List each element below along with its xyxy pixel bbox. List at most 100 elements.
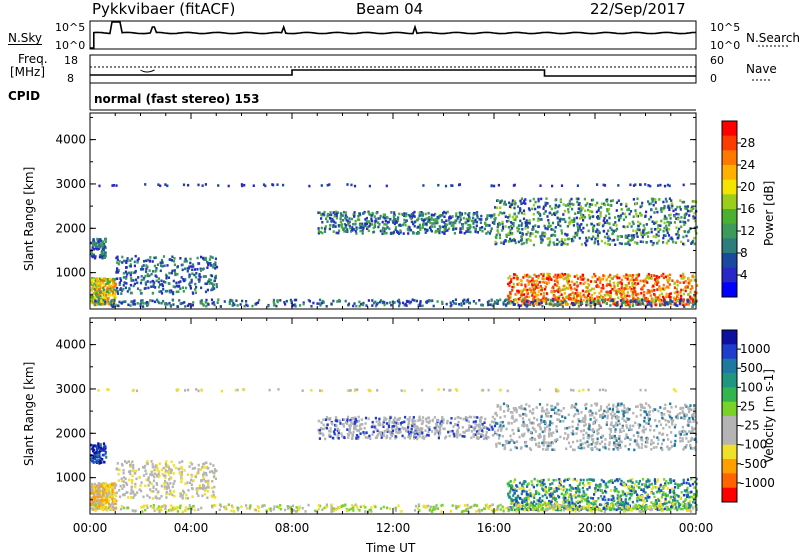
scatter-cell <box>394 301 396 304</box>
scatter-cell <box>202 257 204 260</box>
scatter-cell <box>508 226 510 229</box>
scatter-cell <box>468 427 470 430</box>
scatter-cell <box>156 497 158 500</box>
scatter-cell <box>362 304 364 307</box>
scatter-cell <box>386 435 388 438</box>
scatter-cell <box>656 233 658 236</box>
scatter-cell <box>580 214 582 217</box>
scatter-cell <box>601 440 603 443</box>
scatter-cell <box>99 288 101 291</box>
scatter-cell <box>105 451 107 454</box>
scatter-cell <box>532 301 534 304</box>
scatter-cell <box>152 466 154 469</box>
scatter-cell <box>510 240 512 243</box>
scatter-cell <box>203 304 205 307</box>
scatter-cell <box>273 304 275 307</box>
scatter-cell <box>619 423 621 426</box>
scatter-cell <box>120 485 122 488</box>
scatter-cell <box>674 286 676 289</box>
scatter-cell <box>157 490 159 493</box>
scatter-cell <box>593 288 595 291</box>
scatter-cell <box>558 241 560 244</box>
scatter-cell <box>213 472 215 475</box>
scatter-cell <box>245 300 247 303</box>
scatter-cell <box>521 228 523 231</box>
scatter-cell <box>251 305 253 308</box>
scatter-cell <box>441 416 443 419</box>
scatter-cell <box>447 431 449 434</box>
scatter-cell <box>326 220 328 223</box>
scatter-cell <box>116 468 118 471</box>
scatter-cell <box>181 471 183 474</box>
scatter-cell <box>682 201 684 204</box>
scatter-cell <box>181 467 183 470</box>
scatter-cell <box>473 434 475 437</box>
scatter-cell <box>597 237 599 240</box>
scatter-cell <box>606 291 608 294</box>
scatter-cell <box>127 304 129 307</box>
scatter-cell <box>433 305 435 308</box>
scatter-cell <box>209 471 211 474</box>
scatter-cell <box>383 223 385 226</box>
scatter-cell <box>336 217 338 220</box>
scatter-cell <box>111 490 113 493</box>
scatter-cell <box>507 216 509 219</box>
scatter-cell <box>610 200 612 203</box>
scatter-cell <box>393 231 395 234</box>
scatter-cell <box>463 302 465 305</box>
scatter-cell <box>547 298 549 301</box>
scatter-cell <box>600 215 602 218</box>
scatter-cell <box>669 403 671 406</box>
scatter-cell <box>682 426 684 429</box>
scatter-cell <box>561 232 563 235</box>
scatter-cell <box>446 303 448 306</box>
scatter-cell <box>469 224 471 227</box>
scatter-cell <box>360 428 362 431</box>
scatter-cell <box>355 437 357 440</box>
scatter-cell <box>676 280 678 283</box>
scatter-cell <box>486 431 488 434</box>
scatter-cell <box>511 203 513 206</box>
nsky-box <box>90 21 696 49</box>
scatter-cell <box>197 257 199 260</box>
scatter-cell <box>356 425 358 428</box>
scatter-cell <box>671 279 673 282</box>
scatter-cell <box>618 219 620 222</box>
scatter-cell <box>169 482 171 485</box>
scatter-cell <box>620 293 622 296</box>
scatter-cell <box>425 231 427 234</box>
scatter-cell <box>338 299 340 302</box>
scatter-cell <box>95 445 97 448</box>
scatter-cell <box>511 232 513 235</box>
scatter-cell <box>204 489 206 492</box>
scatter-cell <box>577 184 579 187</box>
scatter-cell <box>625 274 627 277</box>
scatter-cell <box>647 184 649 187</box>
scatter-cell <box>371 433 373 436</box>
scatter-cell <box>576 281 578 284</box>
scatter-cell <box>171 272 173 275</box>
scatter-cell <box>385 418 387 421</box>
scatter-cell <box>407 426 409 429</box>
scatter-cell <box>232 304 234 307</box>
scatter-cell <box>665 234 667 237</box>
scatter-cell <box>393 211 395 214</box>
scatter-cell <box>346 183 348 186</box>
scatter-cell <box>206 496 208 499</box>
scatter-cell <box>529 288 531 291</box>
scatter-cell <box>637 435 639 438</box>
scatter-cell <box>123 485 125 488</box>
scatter-cell <box>591 297 593 300</box>
scatter-cell <box>137 302 139 305</box>
scatter-cell <box>494 418 496 421</box>
scatter-cell <box>574 275 576 278</box>
scatter-cell <box>641 205 643 208</box>
scatter-cell <box>96 238 98 241</box>
scatter-cell <box>542 275 544 278</box>
scatter-cell <box>103 493 105 496</box>
scatter-cell <box>568 217 570 220</box>
scatter-cell <box>527 222 529 225</box>
scatter-cell <box>637 235 639 238</box>
scatter-cell <box>513 222 515 225</box>
